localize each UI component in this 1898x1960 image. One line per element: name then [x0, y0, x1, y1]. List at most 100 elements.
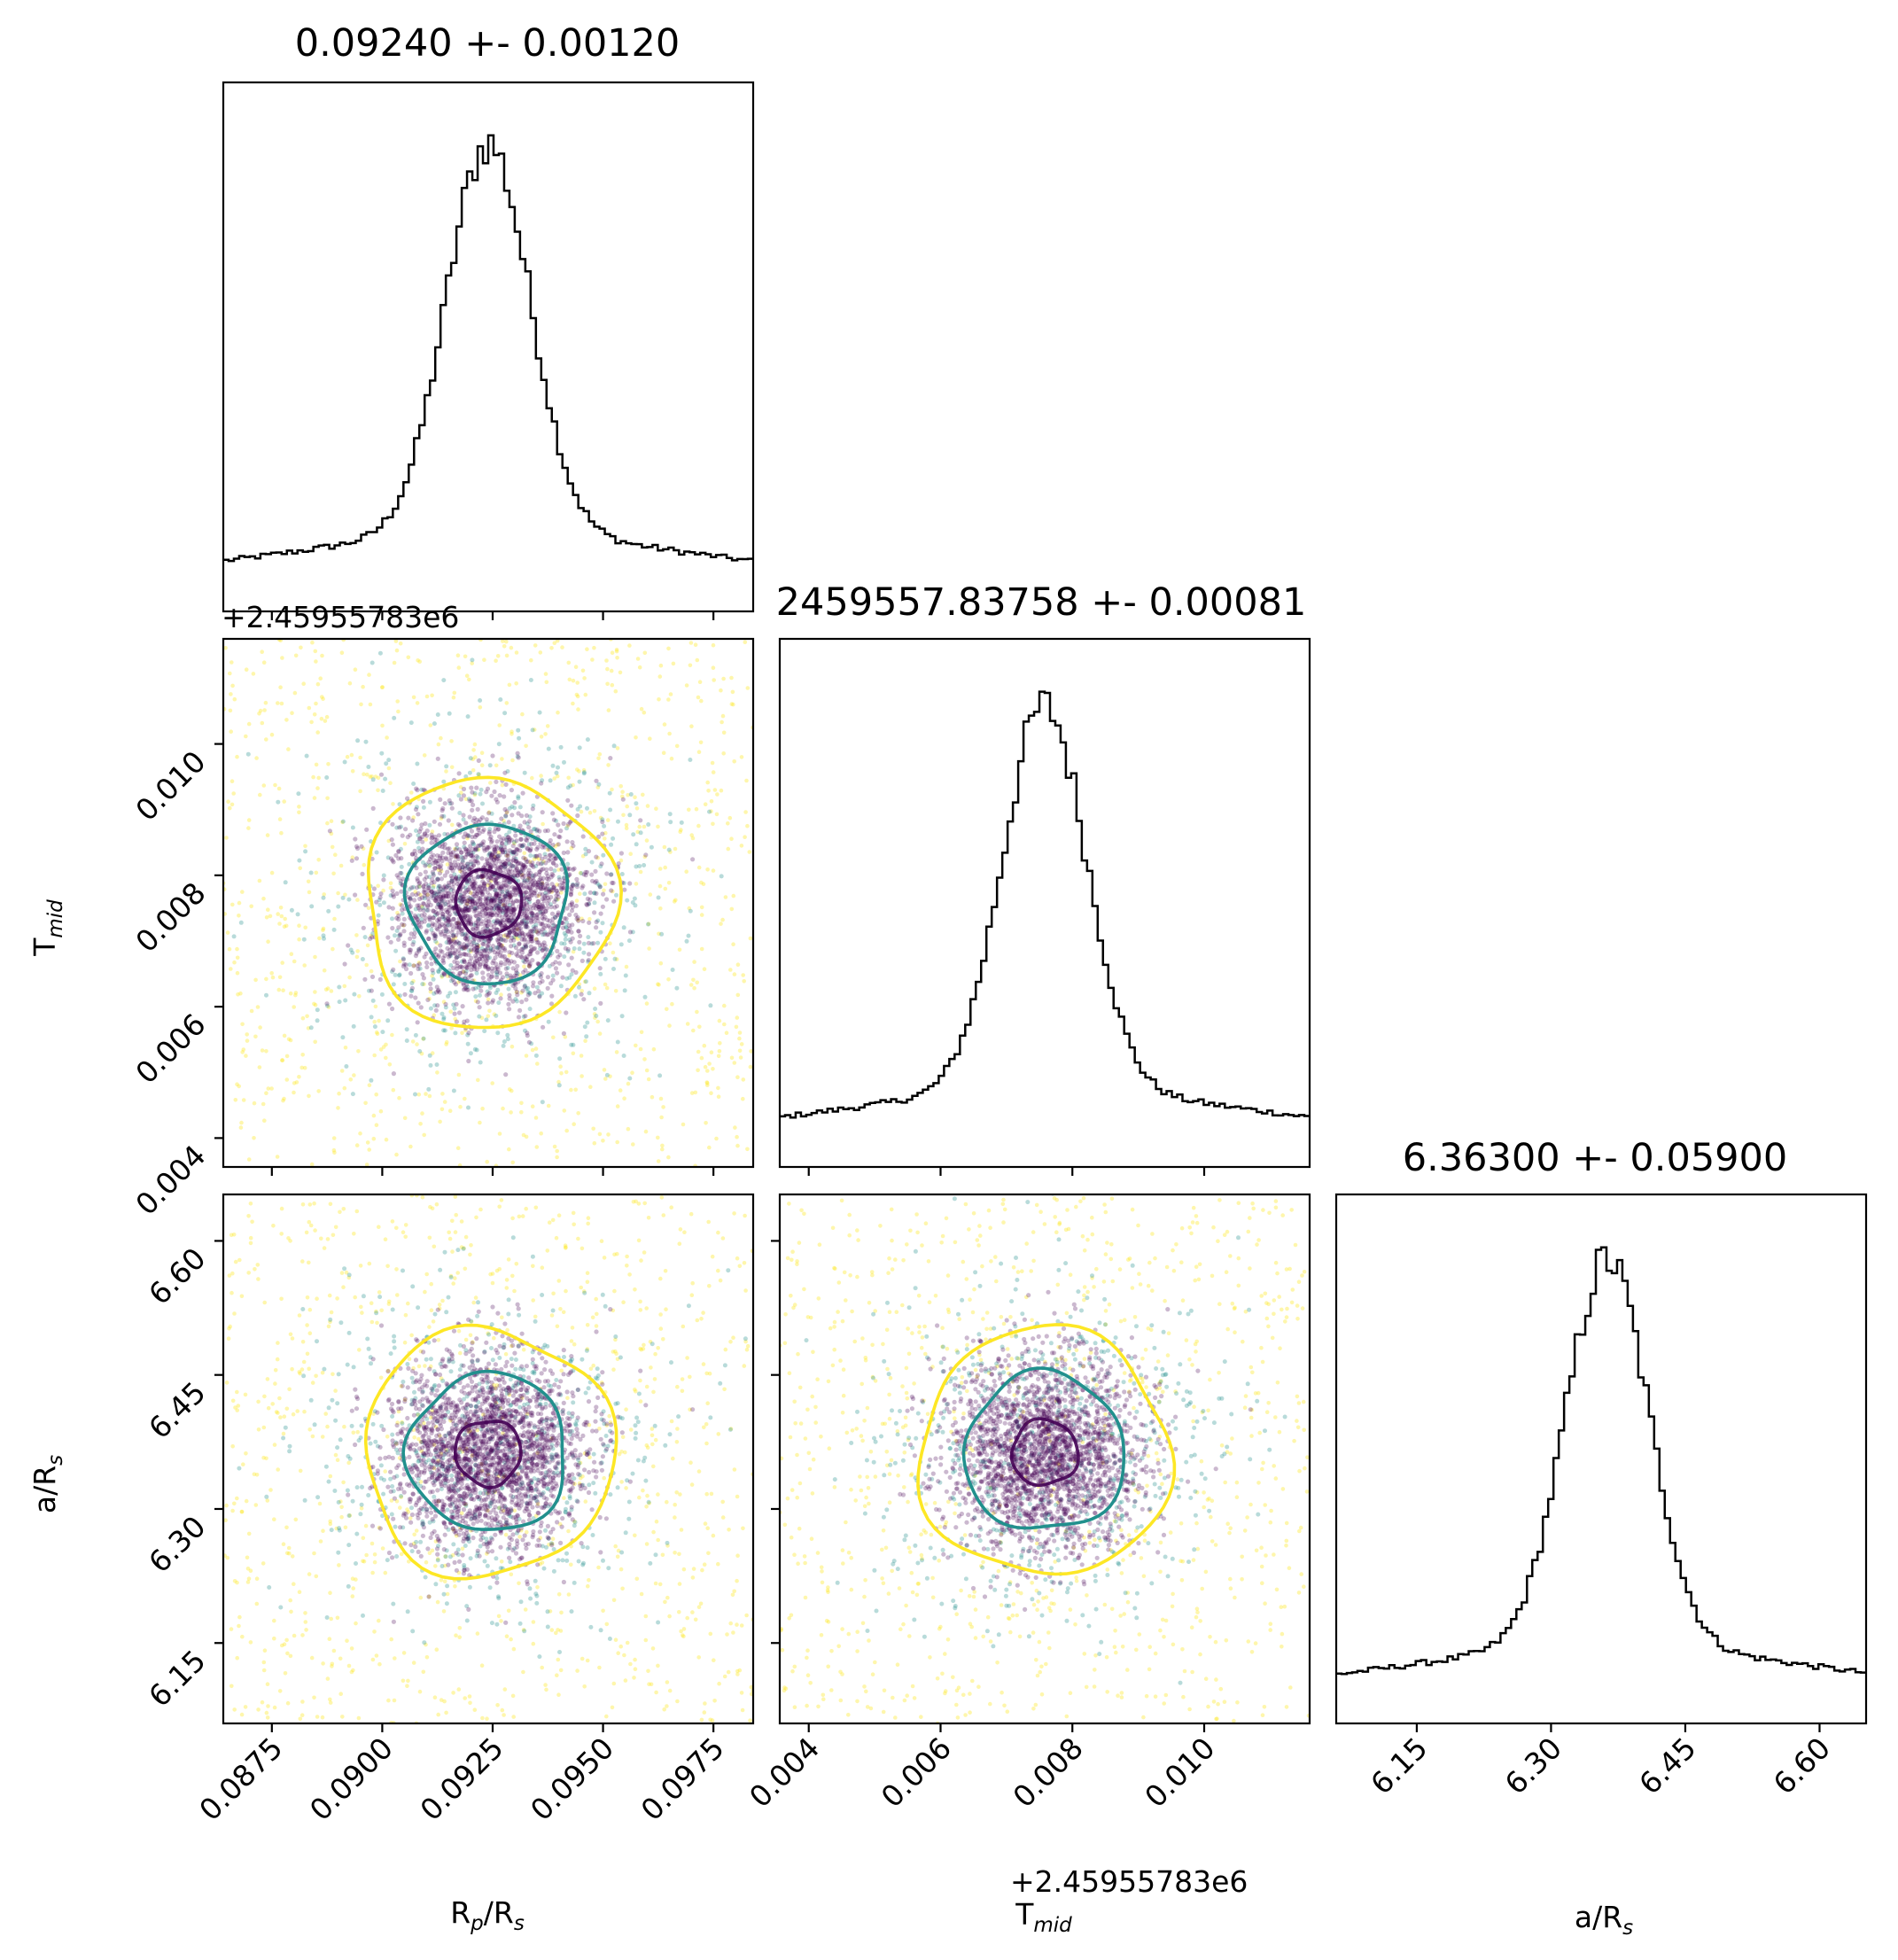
scatter-point	[469, 828, 475, 834]
scatter-point	[508, 912, 513, 917]
scatter-point	[360, 871, 365, 877]
scatter-point	[331, 1233, 336, 1238]
scatter-point	[499, 1619, 503, 1623]
scatter-point	[480, 941, 486, 946]
scatter-point	[431, 930, 436, 936]
scatter-point	[486, 810, 492, 814]
scatter-point	[437, 1303, 442, 1307]
scatter-point	[479, 901, 485, 906]
scatter-point	[644, 1001, 650, 1006]
scatter-point	[495, 865, 501, 870]
scatter-point	[429, 1308, 434, 1312]
scatter-point	[517, 941, 522, 946]
scatter-point	[560, 975, 565, 980]
scatter-point	[386, 766, 392, 771]
scatter-point	[364, 1163, 369, 1167]
scatter-point	[430, 968, 435, 973]
scatter-point	[501, 859, 506, 865]
scatter-point	[424, 892, 430, 898]
scatter-point	[275, 1357, 280, 1362]
scatter-point	[626, 1516, 632, 1521]
scatter-point	[464, 852, 470, 858]
scatter-point	[431, 1319, 436, 1324]
scatter-point	[634, 1415, 640, 1420]
scatter-point	[314, 1373, 318, 1379]
scatter-point	[467, 884, 472, 890]
scatter-point	[355, 738, 361, 743]
scatter-point	[468, 756, 473, 761]
scatter-point	[472, 964, 478, 969]
scatter-point	[469, 973, 474, 978]
scatter-point	[476, 930, 482, 936]
scatter-point	[352, 1232, 356, 1236]
scatter-point	[681, 1634, 686, 1639]
scatter-point	[502, 770, 508, 775]
scatter-point	[388, 893, 393, 898]
scatter-point	[644, 1068, 650, 1073]
scatter-point	[488, 875, 494, 881]
scatter-point	[353, 1295, 358, 1300]
scatter-point	[494, 904, 499, 908]
scatter-point	[527, 848, 533, 853]
scatter-point	[466, 975, 471, 980]
scatter-point	[464, 673, 470, 678]
scatter-point	[514, 681, 518, 686]
scatter-point	[602, 888, 606, 893]
scatter-point	[498, 920, 503, 925]
scatter-point	[421, 901, 426, 906]
scatter-point	[340, 819, 346, 824]
scatter-point	[475, 923, 480, 929]
scatter-point	[373, 774, 378, 779]
scatter-point	[370, 998, 376, 1003]
scatter-point	[339, 1514, 344, 1520]
scatter-point	[473, 985, 478, 991]
scatter-point	[453, 863, 458, 868]
scatter-point	[535, 915, 541, 921]
scatter-point	[661, 1213, 666, 1217]
scatter-point	[636, 1238, 642, 1243]
scatter-point	[457, 1626, 463, 1630]
scatter-point	[452, 865, 457, 870]
scatter-point	[528, 846, 533, 852]
scatter-point	[491, 884, 496, 890]
scatter-point	[598, 815, 603, 821]
scatter-point	[436, 833, 441, 838]
scatter-point	[280, 1058, 285, 1062]
scatter-point	[568, 885, 574, 891]
scatter-point	[377, 1295, 383, 1300]
scatter-point	[586, 1216, 591, 1220]
scatter-point	[511, 935, 517, 940]
scatter-point	[580, 958, 585, 963]
scatter-point	[494, 972, 500, 977]
scatter-point	[463, 846, 468, 852]
scatter-point	[248, 1640, 253, 1645]
scatter-point	[677, 1241, 682, 1246]
scatter-point	[712, 1658, 716, 1662]
scatter-point	[439, 895, 445, 900]
scatter-point	[284, 1077, 290, 1082]
scatter-point	[705, 780, 710, 785]
scatter-point	[525, 915, 530, 921]
scatter-point	[711, 868, 716, 873]
scatter-point	[743, 1213, 747, 1218]
scatter-point	[526, 884, 532, 891]
scatter-point	[627, 881, 633, 886]
scatter-point	[533, 1046, 539, 1051]
scatter-point	[623, 973, 628, 978]
scatter-point	[540, 882, 545, 887]
scatter-point	[453, 990, 458, 995]
scatter-point	[556, 1657, 561, 1662]
scatter-point	[431, 860, 436, 866]
scatter-point	[447, 952, 453, 957]
scatter-point	[439, 905, 444, 910]
scatter-point	[519, 950, 525, 955]
scatter-point	[618, 784, 623, 789]
scatter-point	[735, 1075, 740, 1079]
scatter-point	[417, 966, 423, 971]
scatter-point	[478, 992, 482, 998]
scatter-point	[745, 1343, 751, 1349]
scatter-point	[553, 856, 559, 861]
scatter-point	[412, 1389, 416, 1395]
scatter-point	[561, 925, 566, 930]
scatter-point	[338, 863, 344, 868]
